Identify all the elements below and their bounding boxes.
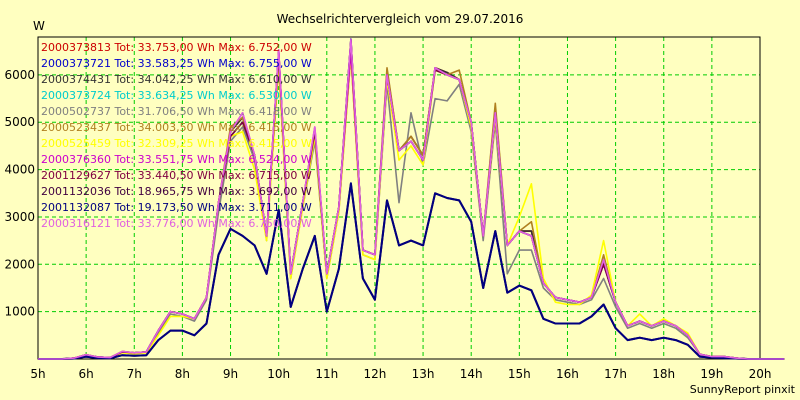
x-tick-label: 20h: [749, 367, 772, 381]
series-line-5: [38, 54, 785, 360]
x-tick-label: 8h: [175, 367, 190, 381]
x-tick-label: 11h: [315, 367, 338, 381]
series-line-12: [38, 38, 785, 360]
x-tick-label: 14h: [460, 367, 483, 381]
x-tick-label: 10h: [267, 367, 290, 381]
y-tick-labels: 1000 2000 3000 4000 5000 6000: [4, 68, 35, 319]
legend-entry: 2001132087 Tot: 19.173,50 Wh Max: 3.711,…: [41, 201, 312, 214]
legend-entry: 2000373813 Tot: 33.753,00 Wh Max: 6.752,…: [41, 41, 312, 54]
x-tick-label: 19h: [700, 367, 723, 381]
series-line-2: [38, 38, 785, 360]
legend-entry: 2000502737 Tot: 31.706,50 Wh Max: 6.418,…: [41, 105, 312, 118]
legend: 2000373813 Tot: 33.753,00 Wh Max: 6.752,…: [41, 41, 312, 230]
x-tick-label: 9h: [223, 367, 238, 381]
legend-entry: 2000376360 Tot: 33.551,75 Wh Max: 6.524,…: [41, 153, 312, 166]
x-tick-label: 15h: [508, 367, 531, 381]
series-line-11: [38, 182, 785, 360]
y-tick-label: 1000: [4, 305, 35, 319]
legend-entry: 2000373724 Tot: 33.634,25 Wh Max: 6.530,…: [41, 89, 312, 102]
y-axis-label: W: [33, 19, 45, 33]
x-tick-label: 6h: [79, 367, 94, 381]
series-line-1: [38, 38, 785, 360]
y-tick-label: 3000: [4, 210, 35, 224]
x-tick-labels: 5h 6h 7h 8h 9h 10h 11h 12h 13h 14h 15h 16h 17h 18h 19h…: [30, 367, 771, 381]
x-tick-label: 13h: [412, 367, 435, 381]
x-tick-label: 12h: [363, 367, 386, 381]
series-lines: [38, 38, 785, 360]
plot-area-frame: [37, 36, 761, 360]
legend-entry: 2000374431 Tot: 34.042,25 Wh Max: 6.610,…: [41, 73, 312, 86]
series-line-7: [38, 54, 785, 360]
legend-entry: 2000525459 Tot: 32.309,25 Wh Max: 6.415,…: [41, 137, 312, 150]
chart-title: Wechselrichtervergleich vom 29.07.2016: [277, 12, 524, 26]
legend-entry: 2000373721 Tot: 33.583,25 Wh Max: 6.755,…: [41, 57, 312, 70]
grid: [38, 37, 760, 359]
legend-entry: 2001132036 Tot: 18.965,75 Wh Max: 3.692,…: [41, 185, 312, 198]
footer-credit: SunnyReport pinxit: [690, 383, 796, 396]
x-tick-label: 18h: [652, 367, 675, 381]
x-tick-label: 16h: [556, 367, 579, 381]
x-tick-label: 7h: [127, 367, 142, 381]
legend-entry: 2000523437 Tot: 34.003,50 Wh Max: 6.415,…: [41, 121, 312, 134]
x-tick-label: 17h: [604, 367, 627, 381]
legend-entry: 2001129627 Tot: 33.440,50 Wh Max: 6.715,…: [41, 169, 312, 182]
y-tick-label: 2000: [4, 257, 35, 271]
y-tick-label: 6000: [4, 68, 35, 82]
x-tick-label: 5h: [30, 367, 45, 381]
y-tick-label: 4000: [4, 163, 35, 177]
y-tick-label: 5000: [4, 115, 35, 129]
legend-entry: 2000316121 Tot: 33.776,00 Wh Max: 6.750,…: [41, 217, 312, 230]
